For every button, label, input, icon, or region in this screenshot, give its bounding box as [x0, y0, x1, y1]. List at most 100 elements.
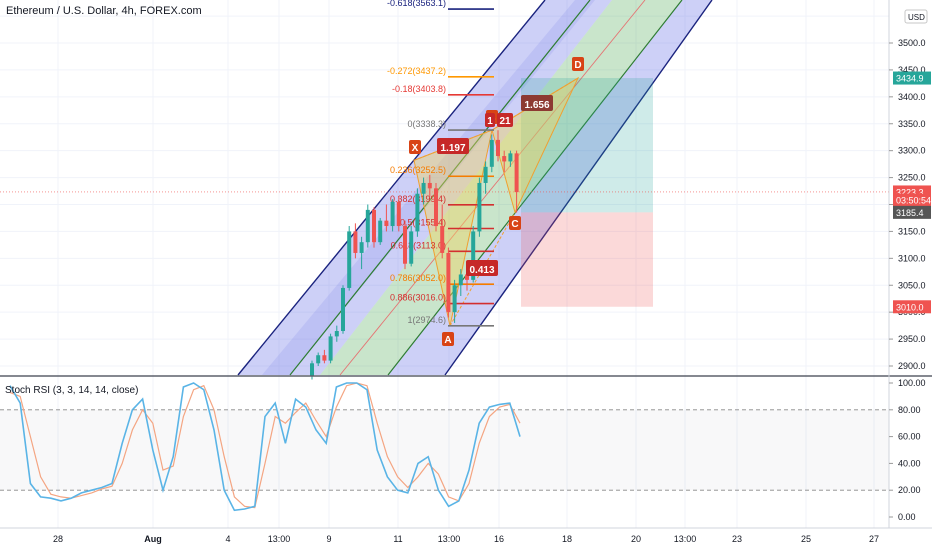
- price-badge: [893, 193, 931, 207]
- candle-body: [310, 363, 314, 376]
- time-label: 13:00: [674, 534, 697, 544]
- band-fill: [0, 409, 889, 491]
- ratio-bd: 1.656: [524, 100, 549, 111]
- time-label: 11: [393, 534, 402, 544]
- ratio-bd-box: [521, 95, 553, 111]
- point-x: X: [412, 143, 419, 154]
- time-axis[interactable]: 28 Aug 4 13:00 9 11 13:00 16 18 20 13:00 23 25 27: [0, 527, 932, 544]
- osc-tick: 20.00: [898, 485, 921, 495]
- time-label: 16: [494, 534, 504, 544]
- price-tick: 3400.0: [898, 92, 926, 102]
- stoch-d-line: [9, 382, 521, 509]
- fib-label: 0.886(3016.0): [390, 293, 446, 303]
- price-badge-label: 3185.4: [896, 208, 924, 218]
- fib-label: -0.618(3563.1): [387, 0, 446, 8]
- candle-body: [446, 252, 451, 313]
- ratio-small-box: [497, 113, 513, 127]
- osc-tick: 40.00: [898, 458, 921, 468]
- candle-body: [465, 274, 469, 280]
- fib-label: -0.18(3403.8): [392, 84, 446, 94]
- candles: [310, 130, 519, 380]
- candle-body: [322, 355, 327, 361]
- time-label: 18: [562, 534, 572, 544]
- price-badges: 3434.9 3223.303:50:54 3185.4 3010.0: [893, 71, 931, 314]
- candle-body: [365, 209, 370, 243]
- candle-body: [372, 209, 376, 243]
- price-tick: 3500.0: [898, 38, 926, 48]
- osc-tick: 100.00: [898, 378, 926, 388]
- price-badge: [893, 300, 931, 314]
- fib-label: 0.786(3052.0): [390, 273, 446, 283]
- price-tick: 3250.0: [898, 173, 926, 183]
- currency-box[interactable]: [904, 9, 928, 24]
- fib-label: 1(2974.6): [407, 315, 446, 325]
- candle-body: [347, 231, 352, 288]
- price-tick: 2950.0: [898, 334, 926, 344]
- candle-body: [341, 287, 345, 332]
- channel-line: [444, 0, 713, 376]
- point-d: D: [574, 60, 581, 71]
- candle-body: [508, 153, 513, 162]
- fib-label: 0(3338.3): [407, 119, 446, 129]
- candle-body: [334, 331, 339, 337]
- candle-body: [452, 285, 457, 313]
- candle-body: [489, 139, 494, 167]
- price-tick: 3100.0: [898, 253, 926, 263]
- candle-body: [415, 193, 420, 232]
- candle-body: [353, 231, 358, 253]
- price-tick: 3450.0: [898, 65, 926, 75]
- candle-body: [514, 153, 519, 193]
- point-a: A: [444, 335, 451, 346]
- oscillator-title: Stoch RSI (3, 3, 14, 14, close): [5, 385, 138, 396]
- candle-body: [458, 274, 463, 286]
- ratio-ac: 0.413: [469, 265, 494, 276]
- channel-line: [237, 0, 546, 376]
- grid: [0, 0, 889, 528]
- time-label: 27: [869, 534, 879, 544]
- ratio-one-box: [485, 113, 495, 127]
- candle-body: [477, 182, 482, 232]
- candle-body: [390, 201, 395, 227]
- candle-body: [384, 220, 389, 227]
- price-tick: 3050.0: [898, 280, 926, 290]
- fib-label: 0.618(3113.0): [391, 240, 446, 250]
- candle-body: [434, 188, 438, 227]
- ratio-xb-box: [437, 138, 469, 154]
- price-badge: [893, 71, 931, 85]
- time-label: Aug: [144, 534, 162, 544]
- time-label: 13:00: [268, 534, 291, 544]
- candle-body: [403, 226, 407, 264]
- price-badge-label: 3223.3: [896, 187, 924, 197]
- point-d-box: [572, 57, 584, 71]
- stoch-k-line: [9, 382, 521, 512]
- price-tick: 3150.0: [898, 226, 926, 236]
- price-badge-label: 3010.0: [896, 302, 924, 312]
- ratio-one: 1: [487, 116, 493, 127]
- price-badge: [893, 205, 931, 219]
- osc-tick: 60.00: [898, 432, 921, 442]
- stop-zone: [521, 212, 653, 307]
- candle-body: [396, 201, 401, 227]
- candle-body: [421, 182, 426, 194]
- candle-body: [496, 139, 500, 157]
- currency-label: USD: [908, 13, 925, 22]
- candle-body: [316, 355, 321, 364]
- candle-body: [502, 156, 507, 162]
- fib-label: -0.272(3437.2): [387, 66, 446, 76]
- fib-label: 0.236(3252.5): [390, 165, 446, 175]
- stoch-rsi-pane: [0, 375, 932, 512]
- osc-tick: 0.00: [898, 512, 916, 522]
- price-badge-label: 3434.9: [896, 74, 924, 84]
- price-badge-label: 03:50:54: [896, 196, 931, 206]
- ratio-ac-box: [466, 260, 498, 276]
- candle-body: [378, 220, 383, 243]
- time-label: 25: [801, 534, 811, 544]
- price-tick: 2900.0: [898, 361, 926, 371]
- channel-line: [289, 0, 591, 376]
- channel-median: [320, 0, 682, 375]
- time-label: 20: [631, 534, 641, 544]
- candle-body: [471, 231, 476, 280]
